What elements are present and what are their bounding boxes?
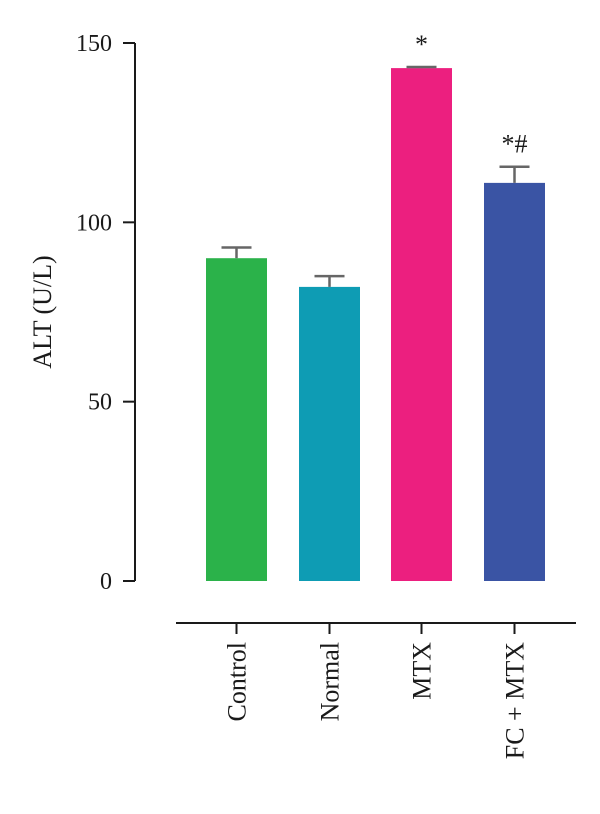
bar-control bbox=[206, 258, 267, 581]
x-ticks: Control Normal MTX FC + MTX bbox=[223, 623, 530, 759]
y-tick-label-100: 100 bbox=[76, 210, 112, 236]
y-axis: 0 50 100 150 ALT (U/L) bbox=[28, 31, 136, 595]
x-tick-label-control: Control bbox=[223, 642, 252, 721]
bar-fc-mtx bbox=[484, 182, 545, 581]
significance-annotations: * *# bbox=[415, 30, 528, 159]
bar-normal bbox=[299, 286, 360, 581]
bar-mtx bbox=[391, 68, 452, 581]
x-tick-label-mtx: MTX bbox=[408, 642, 437, 700]
x-tick-label-normal: Normal bbox=[316, 642, 345, 721]
y-axis-title: ALT (U/L) bbox=[28, 255, 57, 368]
x-tick-label-fc-mtx: FC + MTX bbox=[501, 642, 530, 759]
y-ticks: 0 50 100 150 bbox=[76, 31, 135, 595]
y-tick-label-150: 150 bbox=[76, 31, 112, 57]
y-tick-label-0: 0 bbox=[100, 569, 112, 595]
annotation-mtx: * bbox=[415, 30, 428, 59]
error-bars bbox=[221, 65, 530, 287]
x-axis: Control Normal MTX FC + MTX bbox=[176, 622, 576, 759]
y-tick-label-50: 50 bbox=[88, 390, 112, 416]
bars bbox=[206, 68, 545, 581]
annotation-fc-mtx: *# bbox=[502, 130, 528, 159]
